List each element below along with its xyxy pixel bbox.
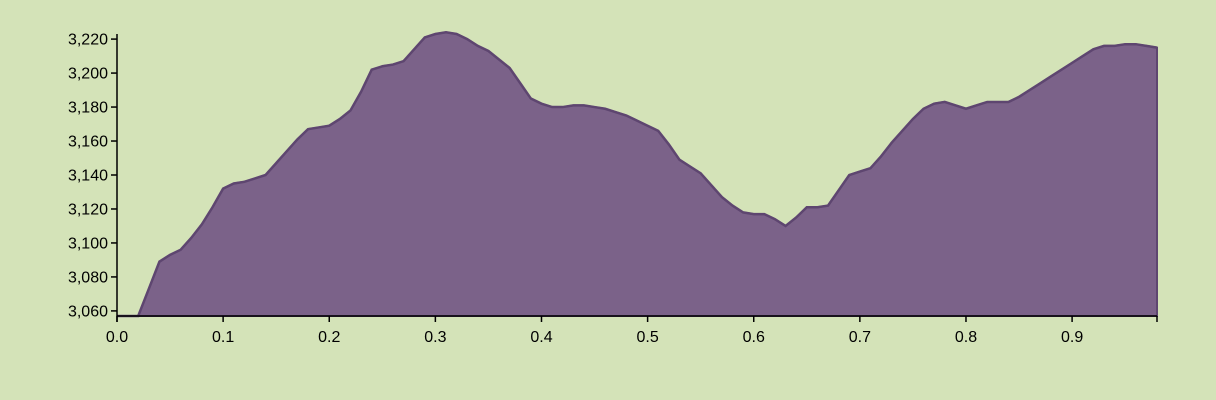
y-tick-label: 3,060 — [68, 303, 108, 320]
y-tick-label: 3,100 — [68, 235, 108, 252]
y-tick-label: 3,220 — [68, 32, 108, 49]
y-axis: 3,060 3,080 3,100 3,120 3,140 3,160 3,180 3,200… — [68, 32, 118, 320]
y-tick-label: 3,160 — [68, 134, 108, 151]
x-tick-label: 0.2 — [318, 329, 340, 346]
y-tick-label: 3,080 — [68, 269, 108, 286]
x-tick-label: 0.9 — [1061, 329, 1083, 346]
y-tick-label: 3,200 — [68, 66, 108, 83]
x-tick-label: 0.3 — [424, 329, 446, 346]
x-axis: 0.0 0.1 0.2 0.3 0.4 0.5 0.6 0.7 0.8 0.9 — [106, 315, 1158, 346]
x-tick-label: 0.6 — [743, 329, 765, 346]
x-tick-label: 0.5 — [636, 329, 658, 346]
x-tick-label: 0.4 — [530, 329, 552, 346]
area-series — [117, 31, 1158, 317]
x-tick-label: 0.0 — [106, 329, 128, 346]
x-tick-label: 0.8 — [955, 329, 977, 346]
area-series-outline — [117, 31, 1158, 318]
y-tick-label: 3,180 — [68, 100, 108, 117]
x-tick-label: 0.7 — [849, 329, 871, 346]
y-tick-label: 3,140 — [68, 168, 108, 185]
y-tick-label: 3,120 — [68, 201, 108, 218]
plot-area — [117, 31, 1158, 318]
x-tick-label: 0.1 — [212, 329, 234, 346]
